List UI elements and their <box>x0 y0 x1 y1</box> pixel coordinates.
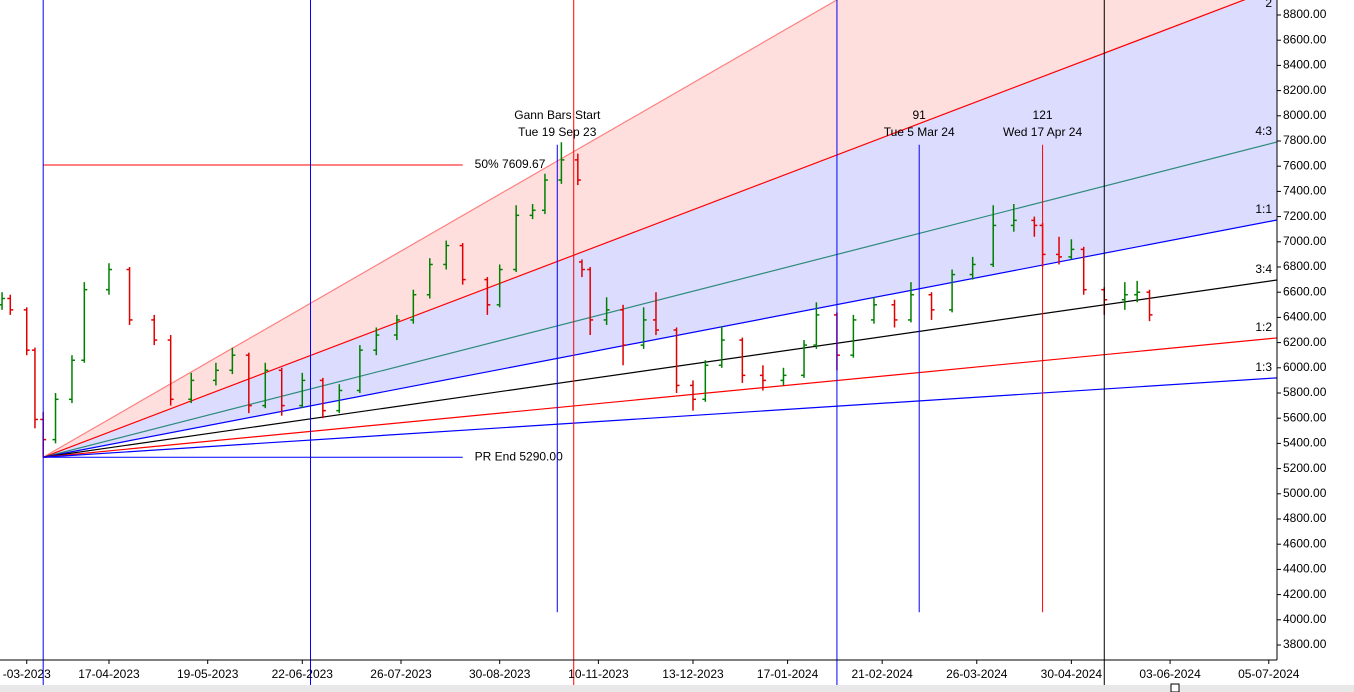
x-tick-label: 30-04-2024 <box>1041 667 1103 681</box>
x-tick-label: 26-03-2024 <box>946 667 1008 681</box>
fan-label: 4:3 <box>1255 124 1272 138</box>
x-tick-label: 10-11-2023 <box>568 667 629 681</box>
y-tick-label: 5400.00 <box>1283 436 1327 450</box>
overlay: 2 4:3 1:1 3:4 1:2 1:3 50% 7609.67 PR End 5290.0… <box>42 0 1272 685</box>
y-tick-label: 5800.00 <box>1283 385 1327 399</box>
y-tick-label: 4200.00 <box>1283 587 1327 601</box>
fan-line <box>43 279 1277 458</box>
annotation: 91 <box>913 108 927 122</box>
fan-line <box>43 219 1277 458</box>
x-tick-label: 22-06-2023 <box>272 667 334 681</box>
x-tick-label: 19-05-2023 <box>177 667 239 681</box>
level-label: 50% 7609.67 <box>475 157 546 171</box>
x-tick-label: 05-07-2024 <box>1238 667 1300 681</box>
fan-label: 3:4 <box>1255 262 1272 276</box>
x-tick-label: 03-06-2024 <box>1139 667 1201 681</box>
resize-handle[interactable] <box>1170 683 1180 692</box>
y-tick-label: 7200.00 <box>1283 209 1327 223</box>
level-label: PR End 5290.00 <box>475 449 563 463</box>
y-tick-label: 8200.00 <box>1283 83 1327 97</box>
y-tick-label: 4000.00 <box>1283 612 1327 626</box>
y-tick-label: 8600.00 <box>1283 32 1327 46</box>
fan-label: 1:1 <box>1255 202 1272 216</box>
fan-label: 1:2 <box>1255 320 1272 334</box>
y-tick-label: 8800.00 <box>1283 7 1327 21</box>
fan-line <box>42 0 838 458</box>
y-tick-label: 4400.00 <box>1283 562 1327 576</box>
plot-area <box>0 0 1277 458</box>
x-tick-label: 26-07-2023 <box>370 667 432 681</box>
y-tick-label: 3800.00 <box>1283 637 1327 651</box>
y-tick-label: 7000.00 <box>1283 234 1327 248</box>
x-tick-label: -03-2023 <box>3 667 51 681</box>
annotation: Wed 17 Apr 24 <box>1003 125 1082 139</box>
y-tick-label: 6400.00 <box>1283 310 1327 324</box>
y-tick-label: 5600.00 <box>1283 410 1327 424</box>
status-strip <box>0 685 1354 692</box>
fan-shading <box>43 0 1277 458</box>
annotation: Gann Bars Start <box>514 108 601 122</box>
y-tick-label: 5000.00 <box>1283 486 1327 500</box>
x-tick-label: 17-01-2024 <box>757 667 819 681</box>
fan-label: 1:3 <box>1255 360 1272 374</box>
y-tick-label: 7600.00 <box>1283 158 1327 172</box>
y-tick-label: 6200.00 <box>1283 335 1327 349</box>
x-tick-label: 30-08-2023 <box>469 667 531 681</box>
x-tick-label: 13-12-2023 <box>662 667 724 681</box>
y-tick-label: 6800.00 <box>1283 259 1327 273</box>
y-tick-label: 8400.00 <box>1283 58 1327 72</box>
y-tick-label: 7800.00 <box>1283 133 1327 147</box>
y-tick-label: 4600.00 <box>1283 536 1327 550</box>
annotation: Tue 19 Sep 23 <box>518 125 597 139</box>
y-tick-label: 5200.00 <box>1283 461 1327 475</box>
y-tick-label: 7400.00 <box>1283 184 1327 198</box>
y-tick-label: 8000.00 <box>1283 108 1327 122</box>
fan-label: 2 <box>1265 0 1272 10</box>
fan-line <box>43 337 1277 458</box>
y-tick-label: 6600.00 <box>1283 284 1327 298</box>
fan-line <box>43 377 1277 458</box>
annotation: Tue 5 Mar 24 <box>884 125 955 139</box>
annotation: 121 <box>1033 108 1053 122</box>
y-tick-label: 6000.00 <box>1283 360 1327 374</box>
y-tick-label: 4800.00 <box>1283 511 1327 525</box>
x-tick-label: 17-04-2023 <box>78 667 140 681</box>
x-tick-label: 21-02-2024 <box>851 667 913 681</box>
